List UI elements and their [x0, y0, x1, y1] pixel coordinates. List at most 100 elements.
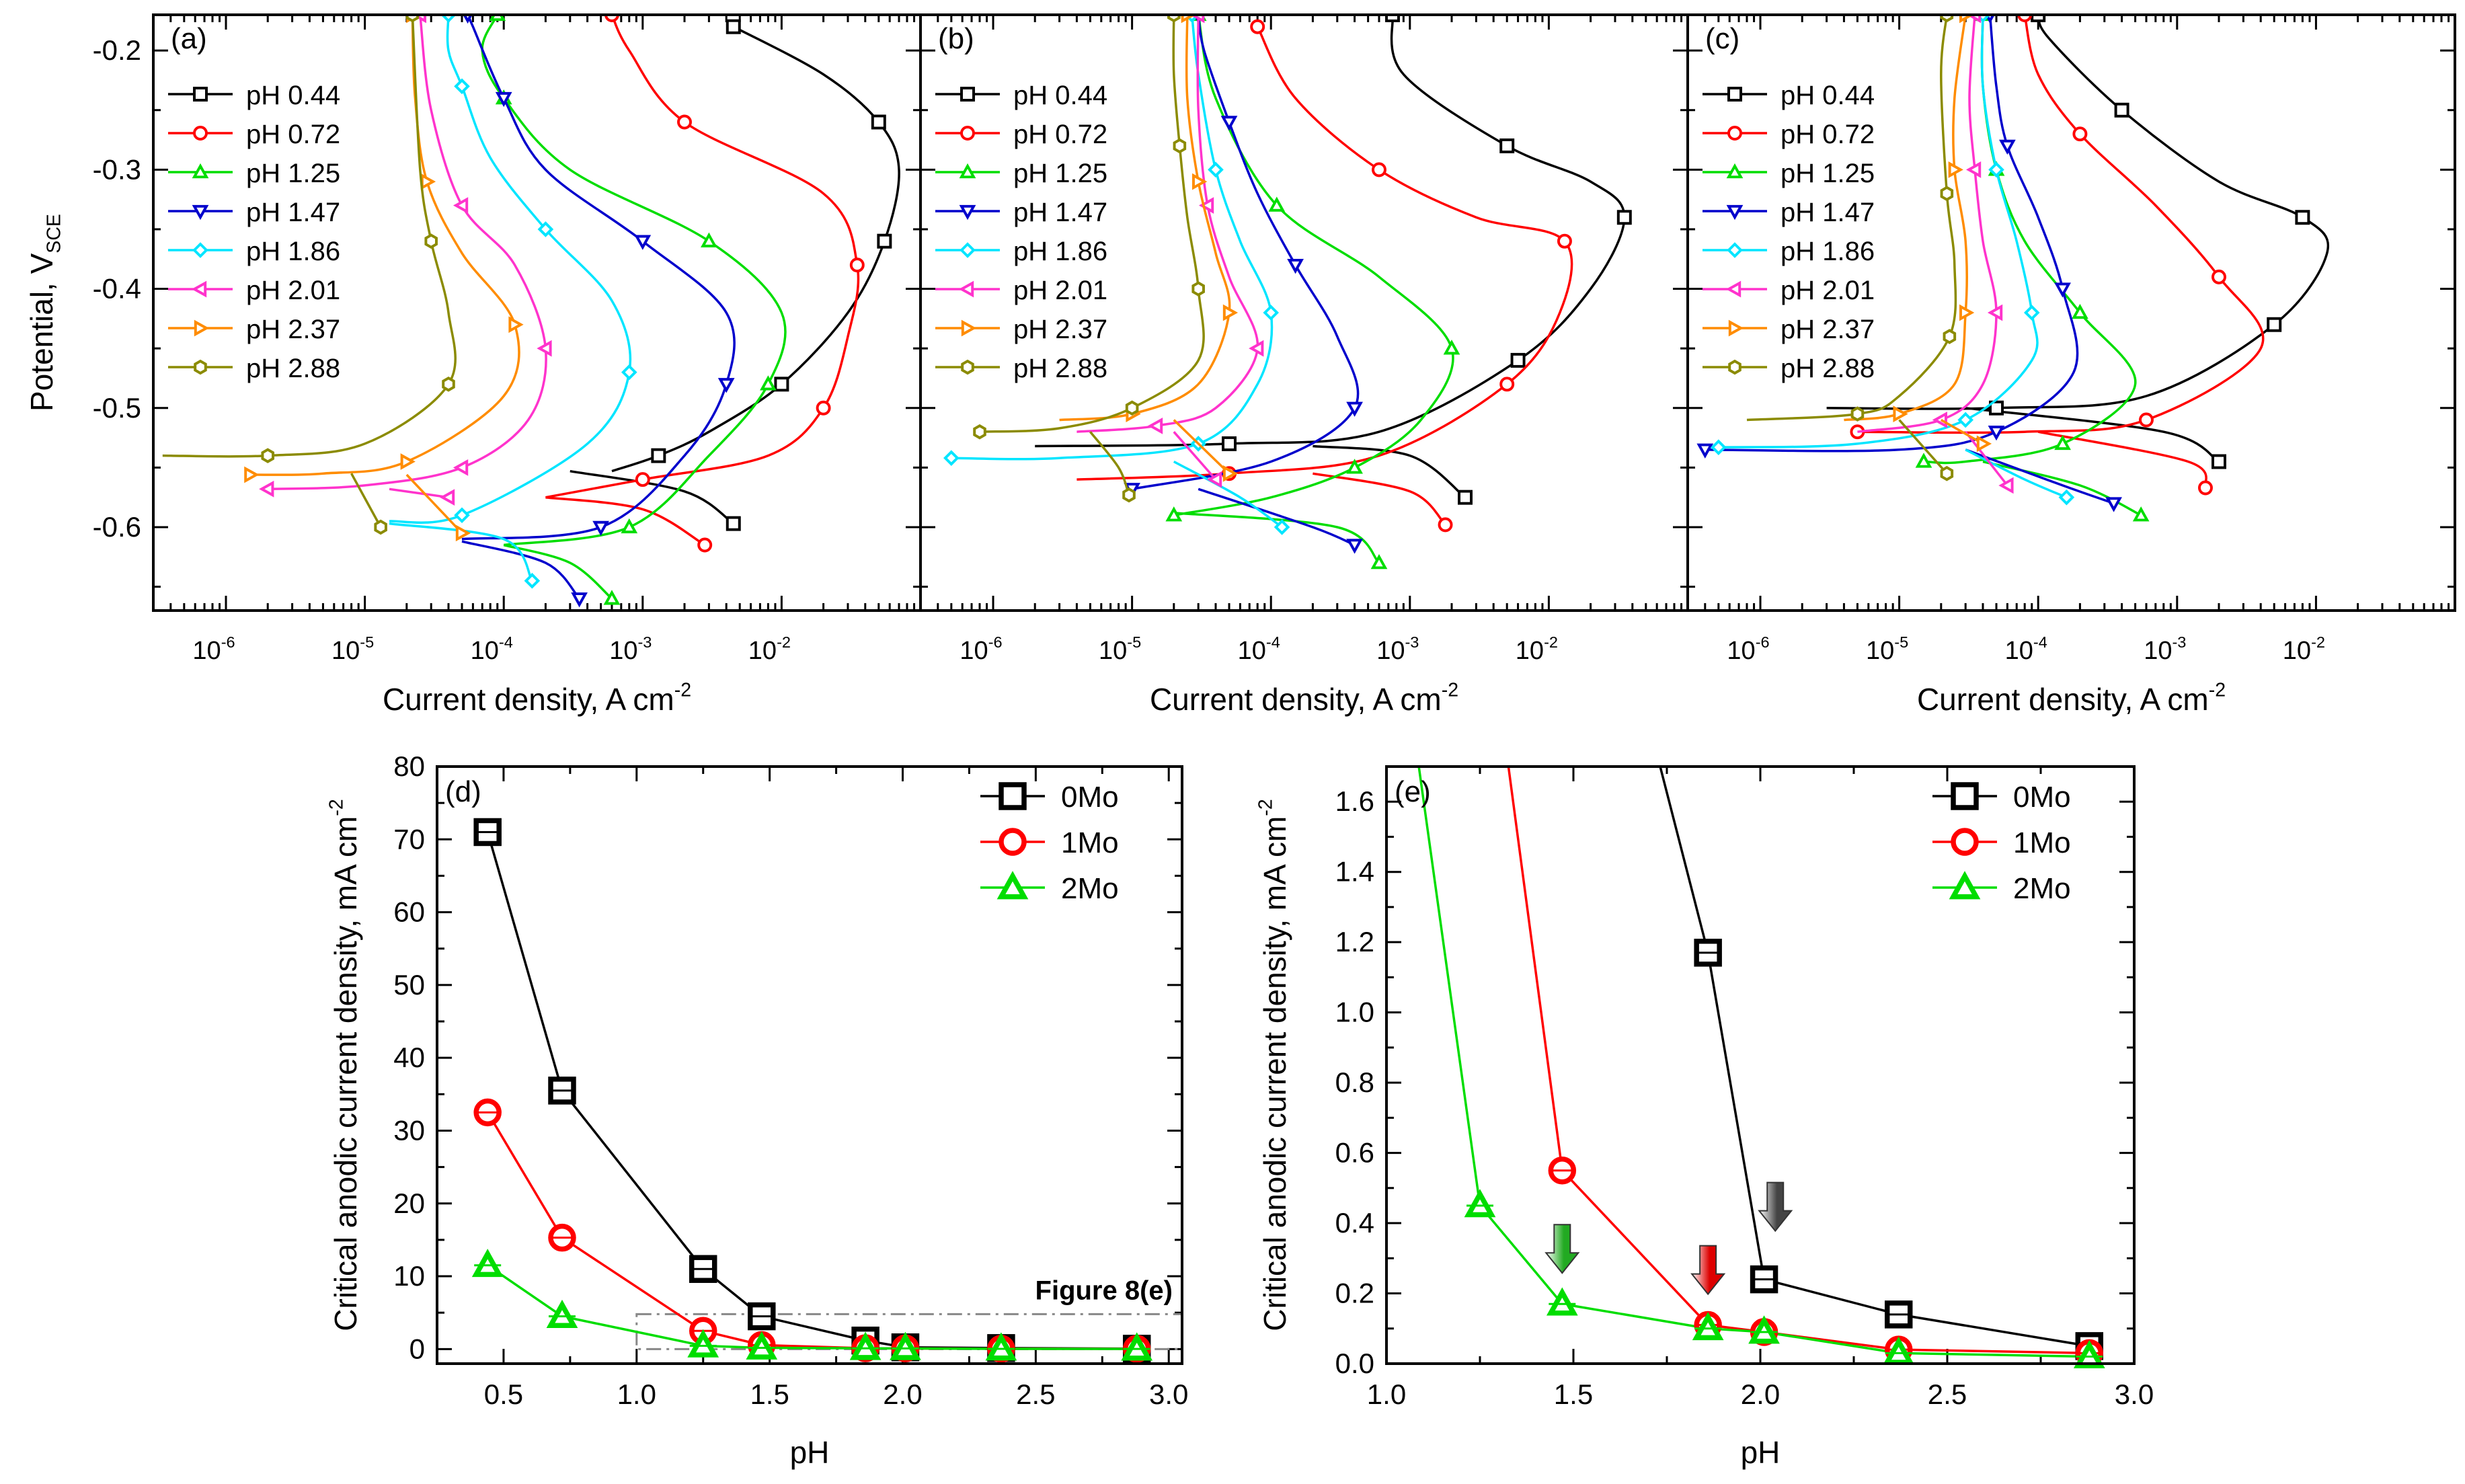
legend-label: pH 1.25: [246, 159, 340, 188]
legend-marker: [958, 280, 974, 298]
series-cathodic-line: [2037, 430, 2207, 489]
data-point: [424, 233, 438, 249]
data-point: [411, 15, 427, 24]
y-axis-label-subscript: SCE: [44, 214, 65, 253]
data-point: [1499, 377, 1515, 392]
data-point: [677, 114, 692, 130]
plot-frame: [1686, 13, 2456, 612]
x-tick-label: 10-5: [1099, 633, 1141, 665]
data-point: [651, 448, 666, 463]
series-1Mo: [1507, 767, 2090, 1355]
y-axis: 0.0 0.2 0.4 0.6 0.8 1.0 1.2 1.4 1.6 Critical anod…: [1255, 765, 2134, 1379]
plot-area: [1696, 15, 2330, 522]
data-point: [2295, 210, 2310, 225]
data-point: [621, 364, 637, 381]
legend-marker: [192, 163, 209, 179]
data-point: [1940, 465, 1954, 481]
x-axis: 1.0 1.5 2.0 2.5 3.0 pH: [1367, 767, 2154, 1470]
legend-marker: [192, 204, 209, 221]
data-point: [1191, 281, 1205, 297]
series-pH-0_44: [1826, 15, 2330, 469]
data-point: [1692, 1312, 1724, 1341]
series-line: [1077, 15, 1259, 433]
series-pH-2_88: [973, 15, 1205, 503]
data-point: [1346, 539, 1363, 554]
data-point: [1125, 400, 1139, 416]
x-tick-label: 10-3: [609, 633, 652, 665]
y-tick-label: 0.4: [1335, 1207, 1374, 1239]
legend-label: pH 1.47: [246, 198, 340, 227]
legend-marker: [193, 126, 208, 141]
x-tick-label: 10-2: [1516, 633, 1558, 665]
legend-label: pH 1.25: [1781, 159, 1875, 188]
legend-marker: [999, 782, 1027, 810]
legend-label: 0Mo: [2013, 781, 2071, 814]
data-point: [2017, 15, 2033, 22]
x-tick-label-text: 10: [1516, 637, 1544, 665]
y-tick-label: -0.4: [93, 273, 141, 305]
data-point: [1748, 1315, 1780, 1344]
series-markers-0Mo: [1694, 939, 2104, 1360]
data-point: [1208, 161, 1224, 178]
x-tick-label: 3.0: [2115, 1378, 2154, 1410]
data-point: [244, 466, 260, 483]
panel-e: 1.0 1.5 2.0 2.5 3.0pH0.00.20.40.60.81.01.21.…: [1255, 765, 2154, 1470]
data-point: [973, 424, 986, 440]
y-tick-label: 80: [393, 750, 425, 782]
legend-label: 1Mo: [2013, 826, 2071, 859]
series-line: [1059, 15, 1231, 422]
data-point: [890, 1331, 921, 1360]
legend-label: pH 2.37: [1781, 315, 1875, 344]
data-point: [1198, 197, 1214, 214]
series-pH-2_01: [259, 15, 552, 506]
x-tick-label-text: 10: [1376, 637, 1405, 665]
legend-label: 2Mo: [1061, 872, 1119, 905]
data-point: [621, 518, 638, 534]
data-point: [1346, 401, 1363, 417]
series-pH-1_47: [1124, 15, 1363, 554]
data-point: [1220, 116, 1238, 131]
data-point: [1546, 1287, 1578, 1316]
x-tick-label: 1.0: [617, 1378, 656, 1410]
data-point: [2073, 1339, 2105, 1368]
x-axis-label: Current density, A cm-2: [1917, 679, 2226, 717]
data-point: [495, 91, 512, 108]
plot-area: [486, 831, 1137, 1350]
plot-area: [943, 15, 1632, 570]
legend-label: pH 0.72: [1013, 120, 1107, 149]
data-point: [1165, 506, 1183, 522]
data-point: [1438, 517, 1453, 533]
y-axis-label-superscript: -2: [325, 799, 347, 816]
legend-marker: [194, 359, 207, 375]
x-tick-label-superscript: -3: [637, 633, 652, 651]
series-pH-2_37: [1844, 15, 1992, 453]
x-tick-label-superscript: -4: [499, 633, 513, 651]
series-line: [1705, 15, 2079, 453]
x-tick-label: 10-5: [1866, 633, 1908, 665]
series-pH-1_25: [1165, 15, 1460, 570]
legend-label: pH 2.88: [1781, 354, 1875, 383]
data-point: [726, 19, 741, 34]
data-point: [571, 592, 588, 608]
y-axis-label: Potential, VSCE: [24, 214, 65, 412]
plot-frame: [1385, 765, 2136, 1365]
panel-d: 0.5 1.0 1.5 2.0 2.5 3.0 pH 0 10 20 30 40 50 60 70 80 Cri…: [325, 750, 1188, 1470]
data-point: [985, 1332, 1017, 1361]
y-axis-label: Critical anodic current density, mA cm-2: [1255, 799, 1292, 1331]
data-point: [1893, 405, 1908, 422]
legend-label: 1Mo: [1061, 826, 1119, 859]
legend-label: pH 2.88: [1013, 354, 1107, 383]
legend-marker: [1728, 319, 1744, 337]
x-tick-label: 2.0: [883, 1378, 922, 1410]
data-point: [746, 1331, 778, 1360]
y-axis-label-text: Potential, V: [24, 253, 59, 412]
data-point: [508, 316, 524, 334]
x-tick-label-text: 10: [2144, 637, 2172, 665]
data-point: [2197, 480, 2213, 496]
x-tick-label: 10-6: [960, 633, 1002, 665]
x-tick-label: 10-6: [1727, 633, 1769, 665]
